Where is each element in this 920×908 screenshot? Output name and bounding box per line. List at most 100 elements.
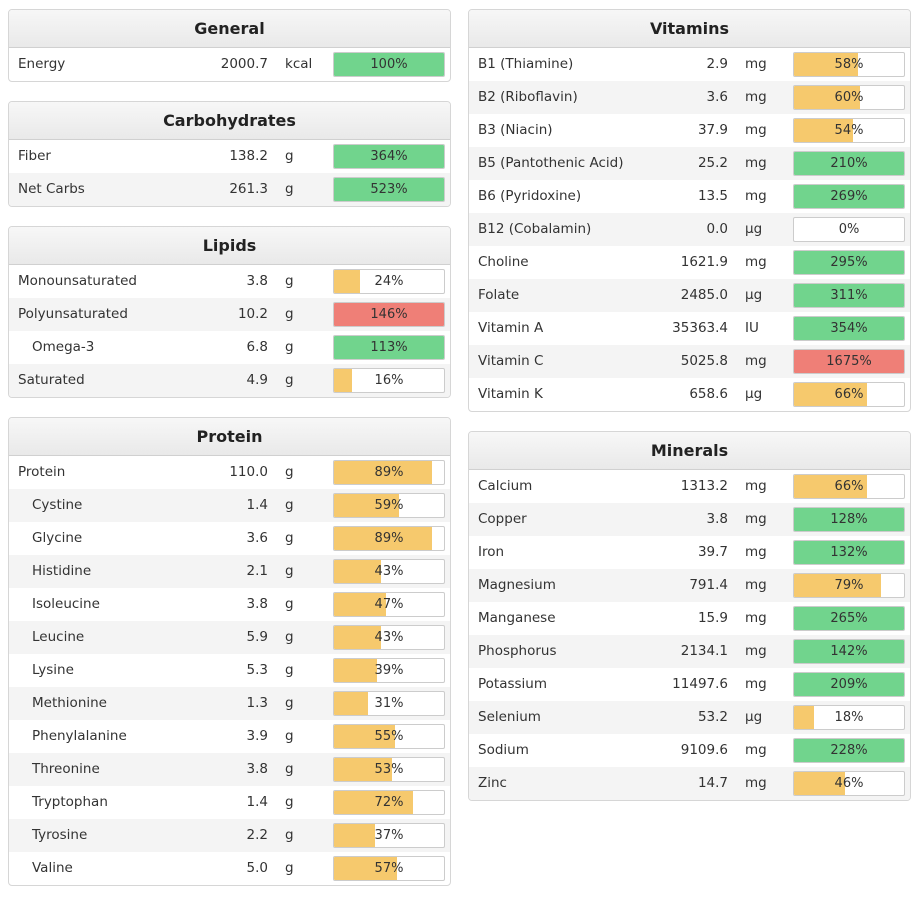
nutrient-amount: 3.8 [246,761,268,777]
nutrient-name: Sodium [478,742,529,758]
nutrient-row-iron: Iron 39.7 mg 132% [469,536,910,569]
percent-bar-fill [794,152,904,175]
panel-title-minerals: Minerals [469,432,910,470]
percent-bar-fill [334,336,444,359]
nutrient-row-protein: Protein 110.0 g 89% [9,456,450,489]
nutrient-name: Copper [478,511,527,527]
nutrient-amount: 791.4 [689,577,728,593]
nutrient-amount: 110.0 [229,464,268,480]
percent-label: 18% [834,710,864,725]
nutrient-row-b1-thiamine: B1 (Thiamine) 2.9 mg 58% [469,48,910,81]
nutrient-amount: 10.2 [237,306,268,322]
nutrient-unit: mg [745,89,767,105]
percent-label: 265% [830,611,868,626]
nutrient-row-energy: Energy 2000.7 kcal 100% [9,48,450,81]
percent-label: 46% [834,776,864,791]
percent-bar-fill [794,383,867,406]
percent-label: 59% [374,498,404,513]
percent-bar: 55% [333,724,445,749]
nutrient-name: Valine [32,860,73,876]
percent-label: 0% [838,222,860,237]
percent-label: 295% [830,255,868,270]
percent-bar: 1675% [793,349,905,374]
percent-bar: 146% [333,302,445,327]
percent-bar-fill [334,593,386,616]
nutrient-row-omega-3: Omega-3 6.8 g 113% [9,331,450,364]
nutrient-amount: 15.9 [697,610,728,626]
nutrient-unit: g [285,372,294,388]
percent-bar: 210% [793,151,905,176]
nutrient-unit: g [285,464,294,480]
percent-label: 89% [374,531,404,546]
percent-bar-fill [794,673,904,696]
nutrient-amount: 2.9 [706,56,728,72]
nutrient-unit: mg [745,353,767,369]
percent-bar-fill [794,317,904,340]
nutrient-name: Protein [18,464,66,480]
nutrient-name: Leucine [32,629,85,645]
nutrient-unit: µg [745,386,763,402]
nutrient-row-folate: Folate 2485.0 µg 311% [469,279,910,312]
percent-label: 66% [834,387,864,402]
nutrient-unit: mg [745,676,767,692]
nutrient-name: Threonine [32,761,100,777]
nutrient-unit: mg [745,188,767,204]
nutrient-unit: kcal [285,56,313,72]
percent-bar-fill [794,284,904,307]
percent-bar-fill [794,53,858,76]
percent-bar-fill [794,508,904,531]
nutrient-amount: 53.2 [697,709,728,725]
percent-label: 210% [830,156,868,171]
nutrient-name: Glycine [32,530,83,546]
panel-title-protein: Protein [9,418,450,456]
nutrient-unit: g [285,629,294,645]
nutrient-row-vitamin-c: Vitamin C 5025.8 mg 1675% [469,345,910,378]
nutrient-unit: g [285,563,294,579]
percent-label: 47% [374,597,404,612]
nutrient-unit: mg [745,544,767,560]
nutrient-unit: g [285,662,294,678]
nutrient-row-zinc: Zinc 14.7 mg 46% [469,767,910,800]
nutrient-name: Lysine [32,662,74,678]
nutrient-unit: g [285,181,294,197]
percent-label: 89% [374,465,404,480]
nutrient-amount: 2.2 [246,827,268,843]
percent-label: 113% [370,340,408,355]
percent-label: 142% [830,644,868,659]
percent-bar-fill [334,494,399,517]
panel-title-carbohydrates: Carbohydrates [9,102,450,140]
percent-label: 128% [830,512,868,527]
percent-label: 39% [374,663,404,678]
nutrient-amount: 2485.0 [680,287,728,303]
nutrient-row-leucine: Leucine 5.9 g 43% [9,621,450,654]
nutrient-unit: mg [745,610,767,626]
nutrient-name: Folate [478,287,520,303]
nutrient-row-selenium: Selenium 53.2 µg 18% [469,701,910,734]
nutrient-name: Omega-3 [32,339,95,355]
percent-label: 66% [834,479,864,494]
nutrient-unit: mg [745,155,767,171]
panel-title-lipids: Lipids [9,227,450,265]
percent-bar-fill [794,640,904,663]
percent-bar-fill [794,86,860,109]
percent-label: 132% [830,545,868,560]
nutrient-name: B3 (Niacin) [478,122,553,138]
percent-bar-fill [334,178,444,201]
percent-bar: 311% [793,283,905,308]
nutrient-name: Tryptophan [32,794,108,810]
percent-bar: 113% [333,335,445,360]
percent-bar-fill [334,692,369,715]
nutrient-row-b12-cobalamin: B12 (Cobalamin) 0.0 µg 0% [469,213,910,246]
percent-label: 60% [834,90,864,105]
nutrient-name: Energy [18,56,66,72]
percent-label: 55% [374,729,404,744]
nutrient-name: Histidine [32,563,92,579]
nutrient-row-manganese: Manganese 15.9 mg 265% [469,602,910,635]
percent-label: 31% [374,696,404,711]
nutrient-name: Choline [478,254,529,270]
percent-bar: 60% [793,85,905,110]
nutrient-unit: mg [745,643,767,659]
nutrient-row-potassium: Potassium 11497.6 mg 209% [469,668,910,701]
nutrient-amount: 3.8 [706,511,728,527]
nutrient-amount: 9109.6 [680,742,728,758]
